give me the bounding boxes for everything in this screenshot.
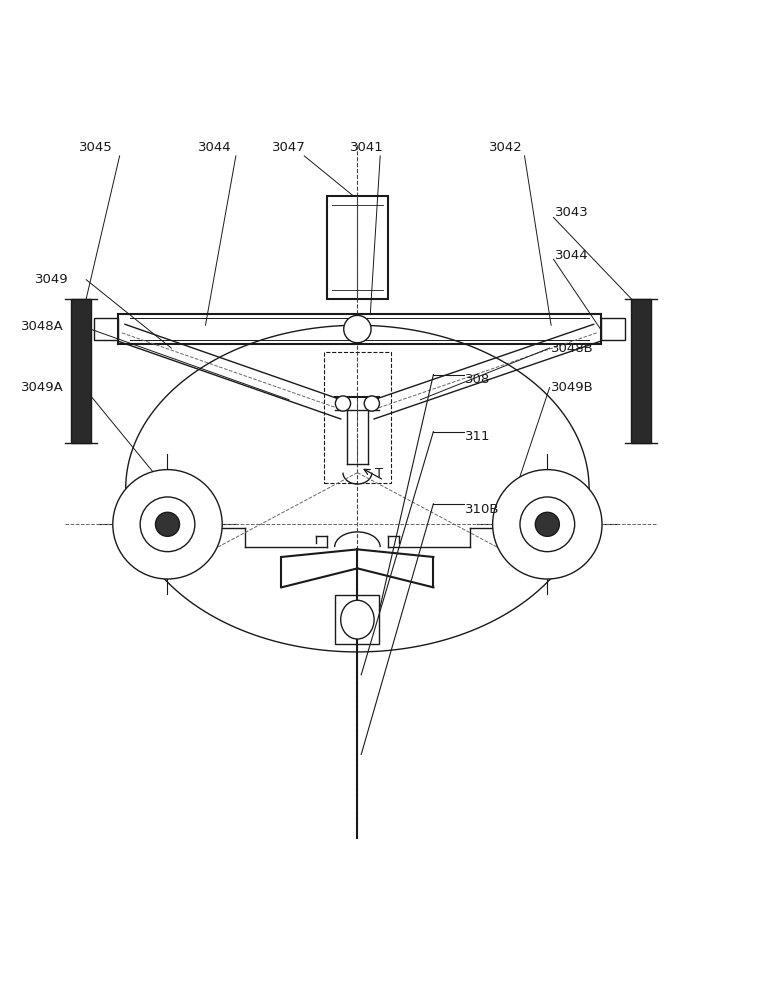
Circle shape <box>344 315 371 343</box>
Text: 3048B: 3048B <box>551 342 594 355</box>
Circle shape <box>155 512 180 536</box>
Circle shape <box>113 470 222 579</box>
Bar <box>601 318 625 340</box>
Text: 3044: 3044 <box>555 249 588 262</box>
Text: 3049: 3049 <box>35 273 68 286</box>
Text: 3044: 3044 <box>198 141 231 154</box>
Text: T: T <box>375 467 383 480</box>
Ellipse shape <box>341 600 374 639</box>
Text: 311: 311 <box>465 430 491 443</box>
Text: 3049A: 3049A <box>21 381 64 394</box>
Text: 3041: 3041 <box>349 141 383 154</box>
Text: 308: 308 <box>465 373 491 386</box>
Circle shape <box>364 396 379 411</box>
Bar <box>71 299 91 443</box>
Text: 3049B: 3049B <box>551 381 594 394</box>
Text: 3042: 3042 <box>489 141 522 154</box>
Circle shape <box>520 497 574 552</box>
Circle shape <box>535 512 559 536</box>
Bar <box>327 196 388 299</box>
Text: 3048A: 3048A <box>21 320 64 333</box>
Bar <box>324 352 391 483</box>
Circle shape <box>492 470 602 579</box>
Bar <box>71 299 91 443</box>
Circle shape <box>140 497 195 552</box>
Text: 3045: 3045 <box>78 141 112 154</box>
Bar <box>631 299 650 443</box>
Bar <box>336 595 379 644</box>
Text: 3043: 3043 <box>555 206 589 219</box>
Bar <box>631 299 650 443</box>
Bar <box>94 318 118 340</box>
Circle shape <box>336 396 350 411</box>
Text: 3047: 3047 <box>272 141 306 154</box>
Text: 310B: 310B <box>465 503 500 516</box>
